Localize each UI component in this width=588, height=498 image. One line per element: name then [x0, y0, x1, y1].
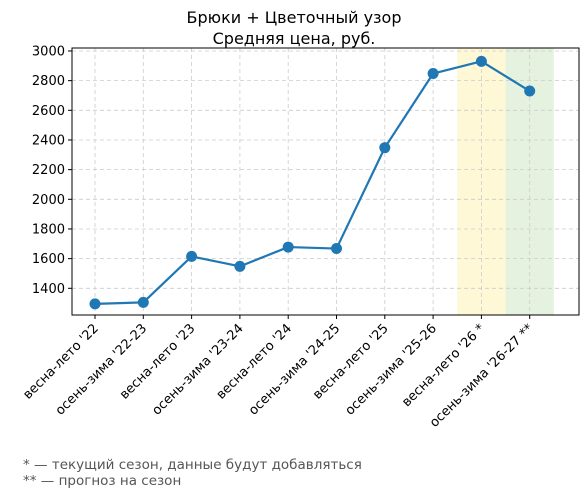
y-tick-label-7: 2800 [32, 74, 65, 89]
data-point-1 [137, 296, 149, 308]
x-tick-label-7: осень-зима '25-26 [343, 321, 440, 418]
data-point-6 [379, 142, 391, 154]
y-tick-label-2: 1800 [32, 222, 65, 237]
data-point-5 [331, 243, 342, 255]
y-tick-label-1: 1600 [32, 252, 65, 267]
x-tick-label-1: осень-зима '22-23 [53, 321, 150, 418]
plot-frame [71, 47, 580, 316]
x-tick-label-5: осень-зима '24-25 [246, 321, 343, 418]
footnote-forecast: ** — прогноз на сезон [23, 473, 182, 489]
data-point-2 [186, 250, 198, 262]
series-line [94, 60, 531, 305]
footnote-current-season: * — текущий сезон, данные будут добавлят… [23, 457, 362, 473]
x-tick-label-8: весна-лето '26 * [399, 321, 488, 410]
data-point-8 [475, 55, 487, 67]
y-tick-label-8: 3000 [32, 44, 65, 59]
chart-title: Брюки + Цветочный узор [186, 8, 402, 27]
data-point-3 [234, 260, 246, 272]
y-tick-label-5: 2400 [32, 133, 65, 148]
data-point-7 [427, 68, 439, 80]
y-tick-label-6: 2600 [32, 104, 65, 119]
y-tick-label-0: 1400 [32, 282, 65, 297]
y-tick-label-4: 2200 [32, 163, 65, 178]
data-point-9 [524, 85, 536, 97]
data-point-0 [89, 298, 101, 310]
data-point-4 [282, 241, 294, 253]
x-tick-label-3: осень-зима '23-24 [149, 321, 246, 418]
chart-subtitle: Средняя цена, руб. [212, 29, 376, 48]
y-tick-label-3: 2000 [32, 193, 65, 208]
line-chart: 1400 1600 1800 2000 2200 2400 2600 2800 3000 весн… [20, 44, 580, 431]
